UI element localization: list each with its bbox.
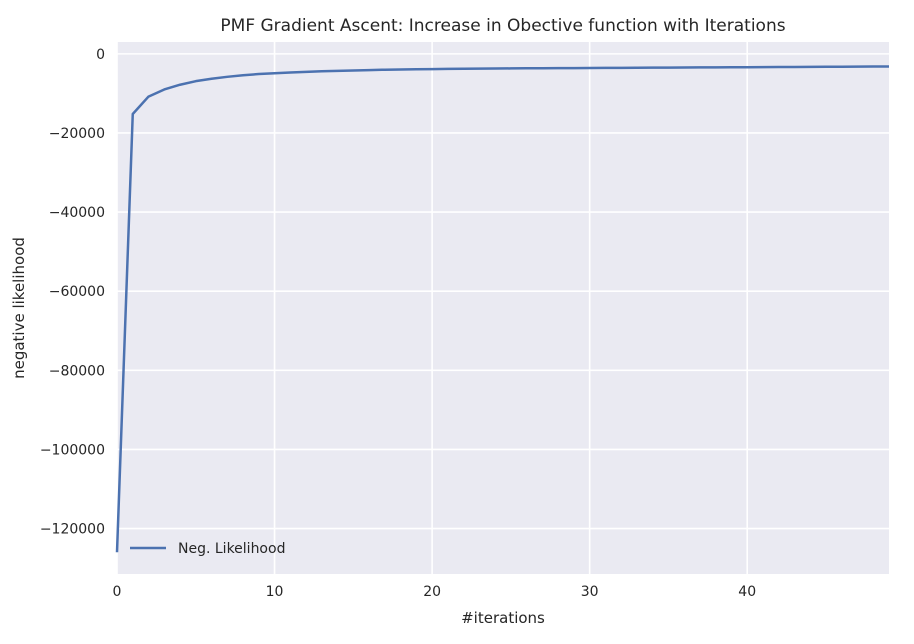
y-axis-label: negative likelihood xyxy=(10,237,28,379)
y-tick-label: −100000 xyxy=(40,442,105,458)
y-tick-label: −80000 xyxy=(49,363,105,379)
y-tick-label: 0 xyxy=(96,47,105,63)
series-line-neg-likelihood xyxy=(115,65,890,553)
y-tick-label: −120000 xyxy=(40,522,105,538)
y-tick-label: −40000 xyxy=(49,205,105,221)
grid-lines xyxy=(116,42,889,574)
y-tick-label: −60000 xyxy=(49,284,105,300)
chart-title: PMF Gradient Ascent: Increase in Obectiv… xyxy=(220,16,785,36)
x-tick-label: 30 xyxy=(581,584,599,600)
x-axis-ticks: 0 10 20 30 40 xyxy=(113,584,757,600)
x-axis-label: #iterations xyxy=(461,609,545,627)
legend: Neg. Likelihood xyxy=(130,541,285,557)
x-tick-label: 40 xyxy=(738,584,756,600)
x-tick-label: 0 xyxy=(113,584,122,600)
y-tick-label: −20000 xyxy=(49,126,105,142)
x-tick-label: 10 xyxy=(266,584,284,600)
y-axis-ticks: 0 −20000 −40000 −60000 −80000 −100000 −120000 xyxy=(40,47,105,538)
plot-area xyxy=(117,42,889,574)
legend-label: Neg. Likelihood xyxy=(178,541,285,557)
x-tick-label: 20 xyxy=(423,584,441,600)
